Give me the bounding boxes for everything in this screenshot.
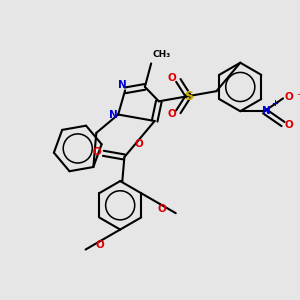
- Text: ⁻: ⁻: [296, 92, 300, 102]
- Text: O: O: [93, 147, 101, 157]
- Text: S: S: [184, 90, 193, 103]
- Text: +: +: [271, 99, 278, 108]
- Text: O: O: [157, 204, 166, 214]
- Text: O: O: [168, 73, 176, 83]
- Text: N: N: [262, 106, 271, 116]
- Text: O: O: [168, 109, 176, 119]
- Text: O: O: [96, 240, 104, 250]
- Text: CH₃: CH₃: [153, 50, 171, 59]
- Text: O: O: [134, 139, 143, 148]
- Text: O: O: [284, 121, 293, 130]
- Text: O: O: [284, 92, 293, 102]
- Text: N: N: [118, 80, 127, 90]
- Text: N: N: [109, 110, 117, 119]
